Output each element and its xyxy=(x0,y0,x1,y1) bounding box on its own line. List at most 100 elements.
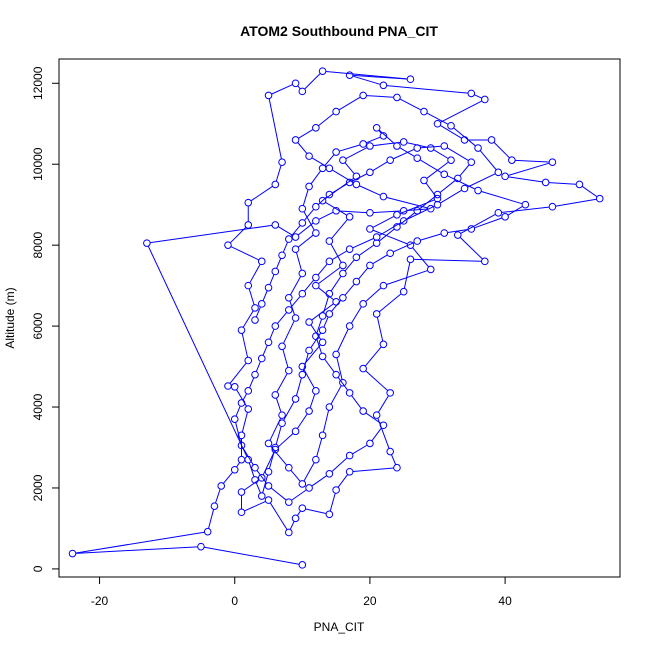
data-point xyxy=(210,502,219,510)
data-point xyxy=(285,293,293,302)
data-point xyxy=(467,89,476,98)
series-line-segment xyxy=(304,209,314,221)
chart-title: ATOM2 Southbound PNA_CIT xyxy=(240,23,438,39)
series-line-segment xyxy=(282,242,288,253)
series-line-segment xyxy=(248,462,255,477)
data-point xyxy=(359,300,367,308)
data-point xyxy=(312,202,320,211)
series-line-segment xyxy=(379,293,402,313)
series-line-segment xyxy=(329,493,336,512)
data-point xyxy=(325,310,334,318)
data-point xyxy=(393,142,401,150)
data-point xyxy=(285,235,293,243)
series-line-segment xyxy=(352,238,374,249)
series-line-segment xyxy=(75,546,198,554)
data-point xyxy=(393,93,401,102)
series-line-segment xyxy=(316,339,322,354)
data-point xyxy=(595,194,604,203)
y-tick-label: 6000 xyxy=(31,312,45,339)
series-line-segment xyxy=(351,306,362,324)
data-point xyxy=(548,158,557,166)
data-point xyxy=(399,206,408,215)
series-line-segment xyxy=(302,189,309,206)
series-line-segment xyxy=(332,183,347,194)
series-line-segment xyxy=(474,217,502,229)
data-point xyxy=(372,310,381,318)
series-line-segment xyxy=(290,296,301,308)
data-point xyxy=(244,405,253,413)
data-point xyxy=(318,164,327,173)
series-line-segment xyxy=(345,147,368,159)
data-point xyxy=(548,202,557,211)
data-point xyxy=(318,67,327,75)
series-line-segment xyxy=(378,130,382,134)
data-point xyxy=(460,136,469,144)
series-line-segment xyxy=(386,270,428,285)
data-point xyxy=(440,170,449,179)
series-line-segment xyxy=(277,433,294,448)
data-point xyxy=(453,231,462,239)
data-point xyxy=(501,213,509,221)
data-point xyxy=(345,322,354,330)
data-point xyxy=(332,107,340,116)
series-line-segment xyxy=(269,502,288,530)
data-point xyxy=(237,488,246,496)
data-point xyxy=(251,304,259,312)
series-line-segment xyxy=(302,353,309,372)
data-point xyxy=(271,391,280,399)
series-line-segment xyxy=(318,211,334,220)
data-point xyxy=(291,514,300,523)
data-point xyxy=(325,510,334,519)
data-point xyxy=(237,326,246,334)
data-point xyxy=(406,241,415,249)
y-tick-label: 2000 xyxy=(31,474,45,501)
data-point xyxy=(359,91,367,100)
series-line-segment xyxy=(339,144,360,152)
data-point xyxy=(285,306,293,314)
data-point xyxy=(372,239,381,247)
data-point xyxy=(257,257,266,266)
data-point xyxy=(251,370,259,379)
data-point xyxy=(345,389,354,397)
series-line-segment xyxy=(311,475,327,487)
series-line-segment xyxy=(275,398,282,412)
y-tick-label: 12000 xyxy=(31,66,45,100)
data-point xyxy=(271,322,280,330)
series-line-segment xyxy=(379,222,401,236)
data-point xyxy=(318,196,327,205)
series-line-segment xyxy=(507,206,523,216)
series-line-segment xyxy=(318,113,334,127)
data-point xyxy=(332,486,340,494)
data-point xyxy=(345,71,354,79)
data-point xyxy=(345,213,354,221)
series-line-segment xyxy=(440,100,482,123)
series-line-segment xyxy=(352,75,381,85)
data-point xyxy=(257,300,266,308)
series-line-segment xyxy=(371,427,382,441)
series-line-segment xyxy=(303,462,315,482)
data-point xyxy=(312,455,320,464)
data-point xyxy=(406,255,415,264)
data-point xyxy=(278,411,286,419)
data-point xyxy=(230,465,239,474)
data-point xyxy=(508,156,516,164)
data-point xyxy=(325,164,334,173)
data-point xyxy=(501,172,509,181)
series-line-segment xyxy=(339,210,367,214)
series-line-segment xyxy=(366,136,381,144)
series-line-segment xyxy=(393,242,415,253)
data-point xyxy=(203,527,212,536)
series-line-segment xyxy=(403,262,411,289)
data-point xyxy=(481,95,489,104)
data-point xyxy=(420,176,428,185)
data-point xyxy=(318,326,327,334)
data-point xyxy=(244,198,253,207)
data-point xyxy=(332,370,340,379)
data-point xyxy=(237,441,246,450)
data-point xyxy=(285,366,293,375)
series-line-segment xyxy=(235,422,242,443)
series-line-segment xyxy=(147,246,248,457)
data-point xyxy=(406,75,415,84)
data-point xyxy=(298,370,307,379)
data-point xyxy=(440,229,449,237)
